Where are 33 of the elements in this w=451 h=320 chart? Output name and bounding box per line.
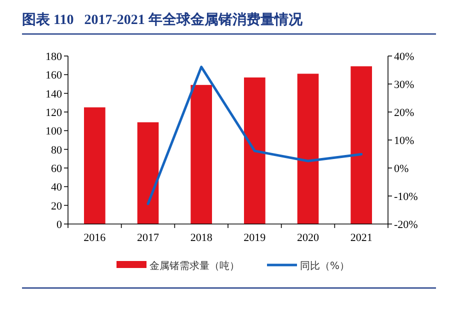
bar bbox=[297, 74, 319, 224]
bar bbox=[350, 66, 372, 224]
x-tick-label: 2017 bbox=[137, 232, 160, 244]
bar bbox=[84, 107, 106, 224]
y-tick-label: 180 bbox=[46, 51, 62, 63]
line-series bbox=[146, 66, 363, 206]
x-tick-label: 2020 bbox=[297, 232, 320, 244]
bar bbox=[190, 84, 212, 224]
y-tick-label: 100 bbox=[46, 126, 62, 138]
y-tick-label: 0 bbox=[56, 219, 62, 231]
legend-label: 金属锗需求量（吨） bbox=[150, 260, 240, 272]
chart-title: 图表 110 2017-2021 年全球金属锗消费量情况 bbox=[22, 12, 304, 28]
y-tick-label: 160 bbox=[46, 70, 62, 82]
legend-label: 同比（%） bbox=[300, 260, 350, 272]
y-tick-label: 120 bbox=[46, 107, 62, 119]
y-tick-label: 140 bbox=[46, 88, 62, 100]
y-tick-label: 20 bbox=[51, 200, 62, 212]
y2-tick-label: -10% bbox=[394, 191, 418, 203]
y-tick-label: 60 bbox=[51, 163, 62, 175]
y2-tick-label: 0% bbox=[394, 163, 409, 175]
x-tick-label: 2021 bbox=[350, 232, 372, 244]
bar bbox=[244, 77, 266, 224]
x-tick-label: 2016 bbox=[84, 232, 106, 244]
y-tick-label: 40 bbox=[51, 182, 62, 194]
y2-tick-label: 40% bbox=[394, 51, 414, 63]
y2-tick-label: 20% bbox=[394, 107, 414, 119]
x-tick-label: 2018 bbox=[190, 232, 213, 244]
y2-tick-label: 30% bbox=[394, 79, 414, 91]
y-tick-label: 80 bbox=[51, 144, 62, 156]
y2-tick-label: 10% bbox=[394, 135, 414, 147]
bar bbox=[137, 122, 159, 224]
y2-tick-label: -20% bbox=[394, 219, 418, 231]
x-tick-label: 2019 bbox=[244, 232, 266, 244]
